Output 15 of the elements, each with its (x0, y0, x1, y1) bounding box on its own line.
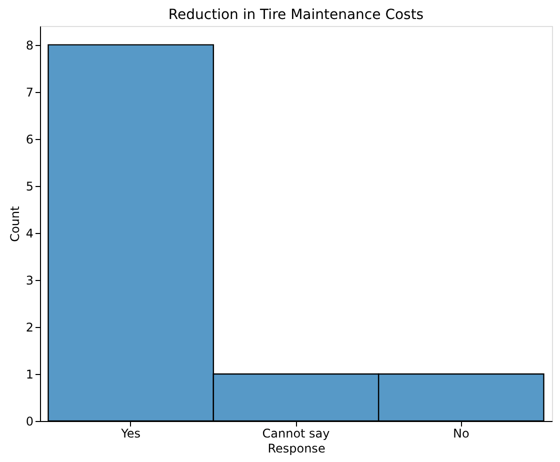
y-tick-label: 4 (26, 226, 34, 240)
y-tick-label: 7 (26, 85, 34, 100)
y-tick-label: 1 (26, 367, 34, 382)
chart-title: Reduction in Tire Maintenance Costs (168, 7, 424, 23)
y-tick-label: 6 (26, 132, 34, 146)
x-tick-label: Yes (120, 426, 141, 440)
y-tick-label: 8 (26, 38, 34, 52)
y-tick-label: 3 (26, 273, 34, 288)
y-axis-title: Count (8, 206, 22, 242)
x-tick-label: Cannot say (262, 426, 330, 440)
y-tick-label: 2 (26, 320, 34, 334)
y-tick-label: 5 (26, 179, 34, 194)
x-tick-label: No (452, 426, 470, 440)
y-tick-label: 0 (26, 414, 34, 428)
x-axis-title: Response (268, 442, 326, 456)
